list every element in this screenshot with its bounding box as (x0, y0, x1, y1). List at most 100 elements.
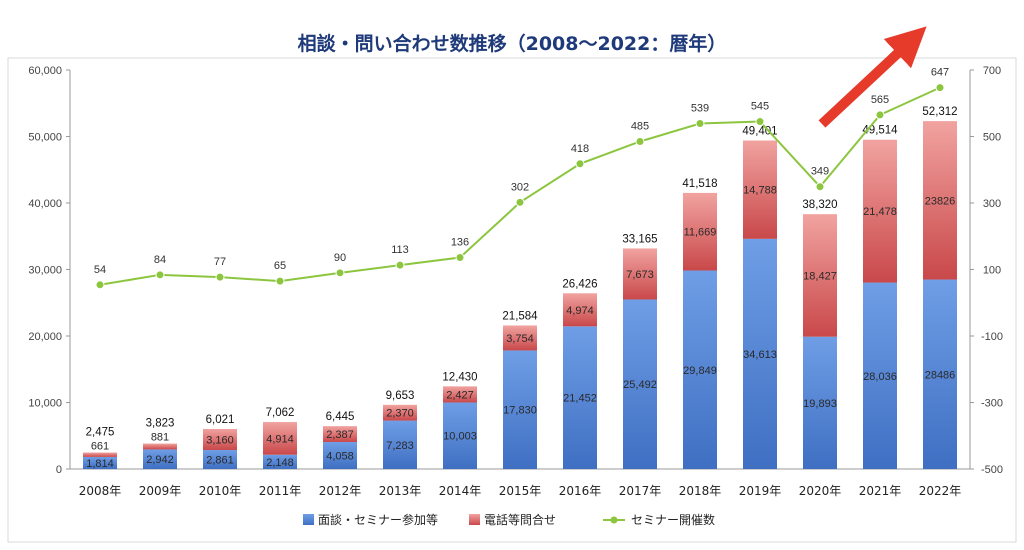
bar-label-meeting: 2,861 (206, 454, 234, 466)
bar-segment-phone (203, 428, 237, 450)
bar-label-phone: 21,478 (863, 206, 897, 218)
seminar-point (335, 268, 345, 278)
bar-segment-meeting (383, 420, 417, 469)
x-axis-ticks: 2008年 2009年 2010年 2011年 2012年 2013年 2014年 2015年… (79, 484, 962, 498)
bar-segment-phone (83, 452, 117, 457)
bar-label-meeting: 34,613 (743, 349, 777, 361)
bar-segment-phone (923, 121, 957, 280)
legend-swatch-blue (303, 514, 314, 525)
x-tick-label: 2017年 (619, 484, 662, 498)
x-tick-label: 2014年 (439, 484, 482, 498)
chart-frame (7, 57, 1017, 543)
bar-label-phone: 661 (91, 441, 109, 453)
bar-segment-meeting (863, 282, 897, 469)
seminar-point-label: 113 (391, 244, 409, 256)
bar-label-meeting: 25,492 (623, 379, 657, 391)
bar-segment-phone (863, 139, 897, 283)
seminar-point-label: 302 (511, 181, 529, 193)
x-tick-label: 2010年 (199, 484, 242, 498)
bar-total-label: 9,653 (386, 390, 415, 402)
legend-swatch-red (469, 514, 480, 525)
bar-segment-phone (143, 443, 177, 450)
left-tick-label: 60,000 (28, 65, 62, 77)
bar-segment-meeting (923, 279, 957, 469)
bar-total-label: 49,514 (862, 125, 898, 137)
bar-label-phone: 4,974 (566, 305, 594, 317)
bar-total-label: 6,445 (326, 411, 355, 423)
seminar-point-label: 647 (931, 67, 949, 79)
x-tick-label: 2019年 (739, 484, 782, 498)
bar-label-phone: 4,914 (266, 433, 294, 445)
seminar-point (215, 272, 225, 282)
bar-label-phone: 2,387 (326, 429, 354, 441)
left-tick-label: 40,000 (28, 198, 62, 210)
left-axis-ticks: 0 10,000 20,000 30,000 40,000 50,000 60,000 (28, 65, 70, 476)
bar-segment-phone (803, 214, 837, 337)
bar-segment-meeting (623, 299, 657, 469)
seminar-point-label: 65 (274, 260, 286, 272)
bar-segment-meeting (83, 456, 117, 469)
x-tick-label: 2011年 (259, 484, 302, 498)
bar-segment-meeting (443, 402, 477, 469)
chart-title: 相談・問い合わせ数推移（2008～2022：暦年） (298, 32, 727, 55)
bar-label-meeting: 17,830 (503, 405, 537, 417)
bar-label-phone: 11,669 (684, 227, 717, 239)
seminar-point (755, 117, 765, 127)
seminar-point (515, 197, 525, 207)
bar-total-label: 3,823 (146, 418, 175, 430)
bar-segment-phone (563, 293, 597, 327)
seminar-point-label: 136 (451, 237, 469, 249)
bar-segment-meeting (503, 350, 537, 469)
seminar-point (695, 119, 705, 129)
left-tick-label: 30,000 (28, 265, 62, 277)
bar-total-label: 38,320 (802, 199, 837, 211)
bar-label-phone: 3,160 (206, 434, 234, 446)
bar-label-meeting: 2,148 (266, 457, 294, 469)
left-tick-label: 50,000 (28, 132, 62, 144)
bar-segment-meeting (743, 238, 777, 469)
x-tick-label: 2018年 (679, 484, 722, 498)
bar-label-meeting: 4,058 (326, 451, 354, 463)
bar-label-meeting: 29,849 (683, 365, 717, 377)
x-tick-label: 2021年 (859, 484, 902, 498)
seminar-point (575, 159, 585, 169)
legend-label-2: 電話等問合せ (484, 512, 556, 527)
x-tick-label: 2013年 (379, 484, 422, 498)
left-tick-label: 0 (56, 464, 62, 476)
bar-total-label: 21,584 (502, 310, 538, 322)
right-tick-label: 100 (983, 265, 1001, 277)
bar-segment-meeting (263, 454, 297, 469)
bar-segment-phone (383, 404, 417, 421)
seminar-point (875, 110, 885, 120)
legend: 面談・セミナー参加等 電話等問合せ セミナー開催数 (303, 512, 715, 527)
bar-total-label: 33,165 (622, 233, 657, 245)
seminar-point-label: 545 (751, 101, 769, 113)
bar-label-meeting: 28,036 (863, 371, 897, 383)
x-tick-label: 2020年 (799, 484, 842, 498)
bar-segment-meeting (803, 336, 837, 469)
right-tick-label: -300 (981, 398, 1003, 410)
seminar-point-label: 485 (631, 120, 649, 132)
seminar-point-label: 418 (571, 143, 589, 155)
bar-total-label: 12,430 (442, 371, 477, 383)
seminar-point (455, 253, 465, 263)
x-tick-label: 2008年 (79, 484, 122, 498)
bars-group: 1,814 661 2,475 2,942 881 3,823 2,861 3,160 6,02… (83, 106, 958, 470)
bar-total-label: 41,518 (682, 178, 717, 190)
bar-segment-phone (743, 140, 777, 239)
seminar-point-label: 77 (214, 256, 226, 268)
bar-label-phone: 2,370 (386, 408, 414, 420)
x-tick-label: 2015年 (499, 484, 542, 498)
bar-label-phone: 7,673 (626, 269, 654, 281)
right-tick-label: 300 (983, 198, 1001, 210)
seminar-point-label: 84 (154, 254, 166, 266)
right-tick-label: 500 (983, 132, 1001, 144)
bar-label-meeting: 2,942 (146, 454, 174, 466)
bar-label-meeting: 21,452 (563, 393, 597, 405)
bar-segment-meeting (143, 449, 177, 469)
x-tick-label: 2016年 (559, 484, 602, 498)
bar-segment-meeting (683, 270, 717, 469)
bar-label-meeting: 28486 (925, 369, 956, 381)
seminar-point (635, 136, 645, 146)
